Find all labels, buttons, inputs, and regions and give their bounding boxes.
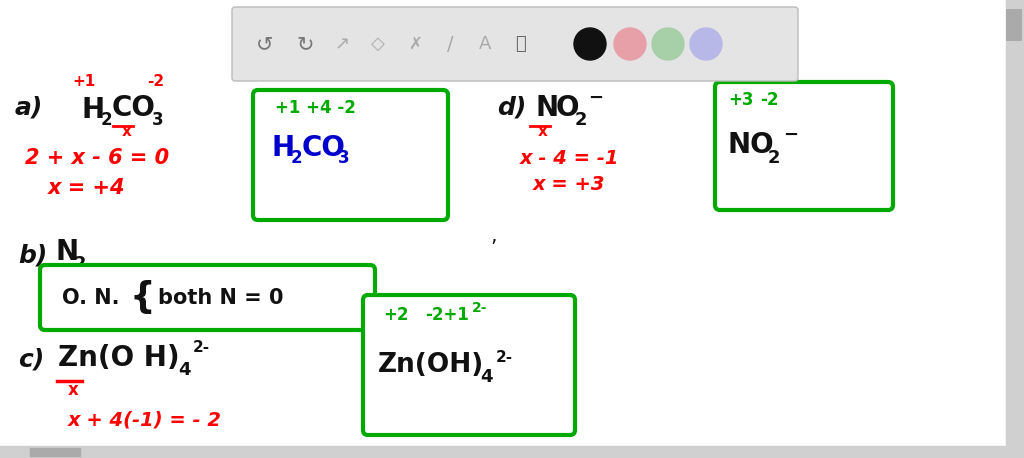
Text: H: H [272,134,295,162]
Text: NO: NO [728,131,774,159]
Text: ↗: ↗ [335,35,349,53]
Text: CO: CO [302,134,346,162]
Bar [1006,0,1024,458]
Text: Zn(O H): Zn(O H) [58,344,179,372]
Text: ◇: ◇ [371,35,385,53]
Text: 2-: 2- [496,350,513,365]
Text: O: O [556,94,580,122]
Text: +1 +4 -2: +1 +4 -2 [275,99,356,117]
Bar [30,448,80,456]
Text: both N = 0: both N = 0 [158,288,284,308]
Text: d): d) [497,96,526,120]
Text: b): b) [18,243,47,267]
Text: 2-: 2- [193,340,210,355]
Text: ʼ: ʼ [490,239,497,257]
Text: 3: 3 [338,149,349,167]
Text: N: N [535,94,558,122]
Text: ⬜: ⬜ [515,35,525,53]
Text: x: x [538,125,548,140]
FancyBboxPatch shape [715,82,893,210]
Text: ✗: ✗ [408,35,422,53]
FancyBboxPatch shape [232,7,798,81]
Text: /: / [446,34,454,54]
Text: x - 4 = -1: x - 4 = -1 [520,148,620,168]
Text: {: { [130,280,156,314]
Text: 2: 2 [101,111,113,129]
Text: 4: 4 [480,368,493,386]
FancyBboxPatch shape [1006,9,1022,41]
Text: −: − [588,89,603,107]
Circle shape [614,28,646,60]
Text: +1: +1 [72,75,95,89]
Text: 2-: 2- [472,301,487,315]
Text: x = +3: x = +3 [534,175,605,195]
Text: 2: 2 [291,149,303,167]
Text: 2: 2 [575,111,588,129]
Text: N: N [55,238,78,266]
Bar [0,446,1024,458]
Text: +2: +2 [383,306,409,324]
FancyBboxPatch shape [253,90,449,220]
Text: 2: 2 [74,255,86,273]
Text: A: A [479,35,492,53]
Text: x: x [68,381,79,399]
Text: -2: -2 [147,75,164,89]
Text: 4: 4 [178,361,190,379]
Circle shape [652,28,684,60]
Text: x: x [122,125,132,140]
Text: -2: -2 [760,91,778,109]
Text: 2 + x - 6 = 0: 2 + x - 6 = 0 [25,148,169,168]
Text: CO: CO [112,94,156,122]
Circle shape [574,28,606,60]
Text: Zn(OH): Zn(OH) [378,352,484,378]
Text: x = +4: x = +4 [48,178,126,198]
Text: c): c) [18,348,44,372]
Text: ↺: ↺ [256,34,273,54]
Text: ↻: ↻ [296,34,313,54]
Text: 3: 3 [152,111,164,129]
Text: H: H [82,96,105,124]
Text: a): a) [15,96,43,120]
Text: +3: +3 [728,91,754,109]
FancyBboxPatch shape [40,265,375,330]
Text: 2: 2 [768,149,780,167]
Text: −: − [783,126,798,144]
FancyBboxPatch shape [362,295,575,435]
Text: -2+1: -2+1 [425,306,469,324]
Circle shape [690,28,722,60]
Text: x + 4(-1) = - 2: x + 4(-1) = - 2 [68,410,222,430]
Text: O. N.: O. N. [62,288,120,308]
